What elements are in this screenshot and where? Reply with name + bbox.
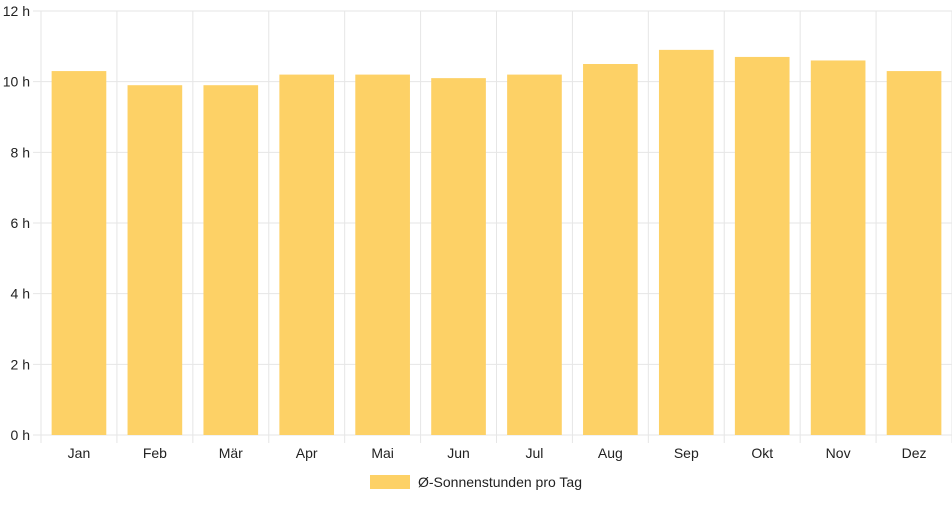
bars <box>51 49 942 436</box>
x-tick-label: Jul <box>526 445 544 461</box>
bar-nov[interactable] <box>810 60 866 435</box>
bar-sep[interactable] <box>658 49 714 435</box>
x-tick-label: Sep <box>674 445 699 461</box>
x-tick-label: Mär <box>219 445 243 461</box>
grid-lines <box>33 10 952 443</box>
bar-aug[interactable] <box>583 64 638 435</box>
bar-okt[interactable] <box>734 56 790 435</box>
y-tick-label: 6 h <box>11 215 30 231</box>
x-tick-label: Nov <box>826 445 851 461</box>
x-tick-label: Okt <box>751 445 773 461</box>
y-tick-label: 2 h <box>11 356 30 372</box>
legend-swatch <box>370 475 410 489</box>
bar-feb[interactable] <box>127 85 183 435</box>
y-tick-label: 12 h <box>3 3 30 19</box>
x-tick-label: Aug <box>598 445 623 461</box>
y-tick-label: 10 h <box>3 74 30 90</box>
bar-mai[interactable] <box>355 74 410 435</box>
x-tick-label: Feb <box>143 445 167 461</box>
bar-dez[interactable] <box>886 71 942 436</box>
x-tick-label: Jun <box>447 445 470 461</box>
y-tick-label: 0 h <box>11 427 30 443</box>
x-axis-ticks: Jan Feb Mär Apr Mai Jun Jul Aug Sep Okt Nov Dez <box>68 445 927 461</box>
x-tick-label: Jan <box>68 445 91 461</box>
bar-apr[interactable] <box>279 74 335 435</box>
bar-jul[interactable] <box>507 74 562 435</box>
x-tick-label: Dez <box>902 445 927 461</box>
x-tick-label: Apr <box>296 445 318 461</box>
legend-label: Ø-Sonnenstunden pro Tag <box>418 474 582 490</box>
bar-mär[interactable] <box>203 85 259 435</box>
y-axis-ticks: 0 h 2 h 4 h 6 h 8 h 10 h 12 h <box>3 3 30 443</box>
bar-jan[interactable] <box>51 71 107 436</box>
x-tick-label: Mai <box>371 445 394 461</box>
bar-jun[interactable] <box>431 78 486 435</box>
y-tick-label: 8 h <box>11 144 30 160</box>
legend[interactable]: Ø-Sonnenstunden pro Tag <box>370 472 582 492</box>
y-tick-label: 4 h <box>11 286 30 302</box>
